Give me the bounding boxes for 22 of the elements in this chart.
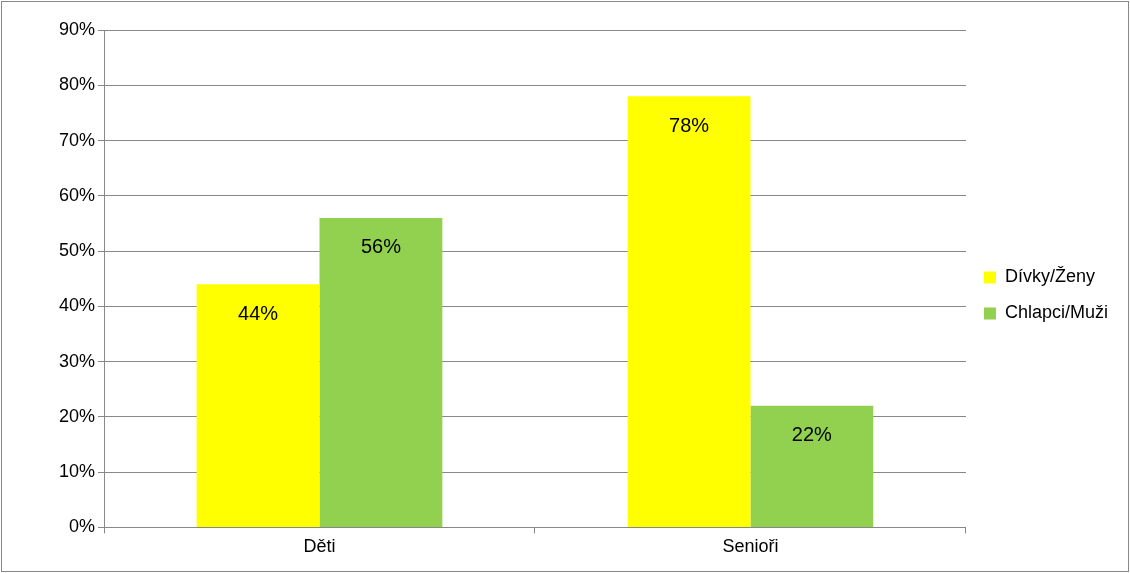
y-tick-label: 40% [58, 295, 95, 316]
legend-label: Dívky/Ženy [1004, 266, 1095, 287]
data-label: 44% [238, 301, 279, 324]
legend-label: Chlapci/Muži [1004, 302, 1109, 323]
y-tick-label: 20% [58, 405, 95, 426]
bar [319, 217, 443, 527]
bar [627, 96, 751, 527]
y-tick-label: 90% [58, 18, 95, 39]
bar [750, 405, 874, 527]
y-tick-label: 60% [58, 184, 95, 205]
x-tick-label: Senioři [722, 536, 779, 557]
y-tick-label: 0% [68, 516, 95, 537]
y-tick-label: 10% [58, 461, 95, 482]
y-tick-label: 30% [58, 350, 95, 371]
data-label: 22% [791, 423, 833, 446]
data-label: 78% [669, 113, 710, 136]
bar [196, 284, 320, 527]
data-label: 56% [360, 235, 402, 258]
x-tick-label: Děti [303, 536, 336, 557]
y-tick-label: 70% [58, 129, 95, 150]
y-tick-label: 80% [58, 74, 95, 95]
y-tick-label: 50% [58, 240, 95, 261]
